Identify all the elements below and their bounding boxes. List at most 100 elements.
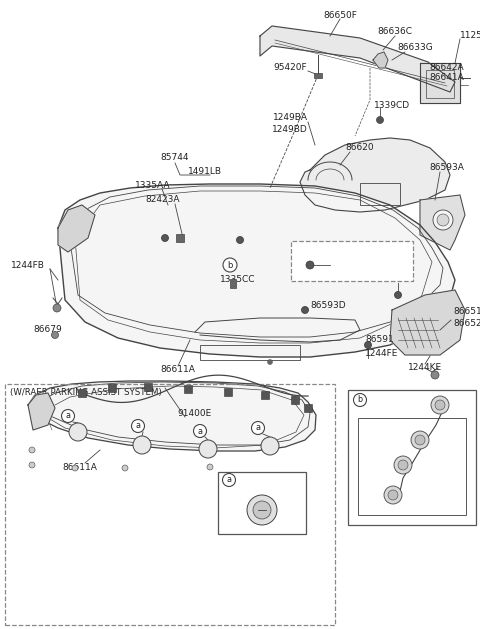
Circle shape (431, 396, 449, 414)
Text: 86641A: 86641A (430, 74, 464, 82)
Text: 18643D: 18643D (368, 491, 404, 499)
Text: b: b (358, 396, 362, 404)
Circle shape (398, 460, 408, 470)
Bar (78, 389, 86, 397)
Circle shape (301, 306, 309, 313)
Circle shape (72, 465, 78, 471)
Text: a: a (65, 411, 71, 421)
Bar (218, 472, 306, 534)
Polygon shape (420, 63, 460, 103)
Text: 86633G: 86633G (397, 43, 433, 52)
Circle shape (386, 262, 394, 269)
Bar (200, 345, 300, 360)
Text: 1244KE: 1244KE (408, 364, 442, 372)
Circle shape (29, 462, 35, 468)
Polygon shape (300, 138, 450, 212)
Circle shape (133, 436, 151, 454)
Text: 86651D: 86651D (453, 308, 480, 316)
Circle shape (316, 245, 324, 252)
Text: 86636C: 86636C (377, 28, 412, 36)
Circle shape (69, 423, 87, 441)
Text: 95710D: 95710D (253, 476, 288, 484)
Circle shape (261, 437, 279, 455)
Text: 1491LB: 1491LB (188, 167, 222, 177)
Bar (261, 391, 269, 399)
Text: a: a (197, 426, 203, 435)
Bar (144, 383, 152, 391)
Text: 86611A: 86611A (161, 365, 195, 374)
Circle shape (437, 214, 449, 226)
Circle shape (237, 237, 243, 243)
Text: a: a (135, 421, 141, 430)
Text: 1335AA: 1335AA (135, 181, 171, 189)
Circle shape (193, 425, 206, 438)
Text: b: b (228, 260, 233, 269)
Text: (W/RAER PARKING ASSIST SYSTEM): (W/RAER PARKING ASSIST SYSTEM) (10, 387, 162, 396)
Text: 86652E: 86652E (453, 320, 480, 328)
Circle shape (223, 474, 236, 486)
Circle shape (199, 440, 217, 458)
Circle shape (161, 235, 168, 242)
Text: 1249BA: 1249BA (273, 113, 308, 123)
Text: 85744: 85744 (161, 153, 189, 162)
Text: 1339CD: 1339CD (374, 101, 410, 109)
Circle shape (132, 420, 144, 433)
Polygon shape (373, 52, 388, 68)
Text: 1125KO: 1125KO (460, 30, 480, 40)
Text: 1244FB: 1244FB (11, 260, 45, 269)
Text: 86642A: 86642A (430, 64, 464, 72)
Polygon shape (260, 26, 455, 92)
Text: 1249BD: 1249BD (272, 126, 308, 135)
Text: 18643D: 18643D (368, 467, 404, 477)
Bar (184, 385, 192, 393)
FancyBboxPatch shape (291, 241, 413, 281)
Text: 82423A: 82423A (146, 196, 180, 204)
Circle shape (122, 465, 128, 471)
Text: 86590: 86590 (350, 257, 379, 265)
Polygon shape (28, 393, 55, 430)
Circle shape (395, 291, 401, 299)
Circle shape (207, 464, 213, 470)
Circle shape (51, 331, 59, 338)
Bar (426, 70, 454, 98)
Text: a: a (255, 423, 261, 433)
Text: 1244FE: 1244FE (365, 348, 398, 357)
Text: 86593A: 86593A (430, 164, 465, 172)
Text: 86650F: 86650F (323, 11, 357, 19)
Bar (304, 404, 312, 412)
Bar (224, 388, 232, 396)
Circle shape (53, 304, 61, 312)
Text: 86591: 86591 (365, 335, 394, 345)
Circle shape (415, 435, 425, 445)
Circle shape (247, 495, 277, 525)
Polygon shape (28, 381, 316, 451)
Bar (5, 384, 335, 625)
Circle shape (411, 431, 429, 449)
Circle shape (223, 258, 237, 272)
Circle shape (394, 456, 412, 474)
Text: 86620: 86620 (346, 143, 374, 152)
Bar (348, 390, 476, 525)
Text: 92506A: 92506A (400, 401, 434, 409)
Text: 1335CC: 1335CC (220, 276, 255, 284)
Circle shape (435, 400, 445, 410)
Bar (108, 384, 116, 392)
Text: (-141125): (-141125) (308, 243, 352, 252)
Circle shape (29, 447, 35, 453)
Circle shape (376, 116, 384, 123)
Circle shape (364, 342, 372, 348)
Circle shape (388, 490, 398, 500)
Polygon shape (58, 205, 95, 252)
Bar (360, 183, 400, 205)
Bar (358, 418, 466, 515)
Circle shape (384, 486, 402, 504)
Polygon shape (58, 184, 455, 357)
Text: a: a (227, 476, 231, 484)
Circle shape (431, 371, 439, 379)
Text: 86679: 86679 (34, 325, 62, 335)
Text: 86594: 86594 (386, 274, 414, 282)
Bar (291, 396, 299, 404)
Circle shape (252, 421, 264, 435)
Text: 86611A: 86611A (62, 462, 97, 472)
Bar (314, 73, 322, 78)
